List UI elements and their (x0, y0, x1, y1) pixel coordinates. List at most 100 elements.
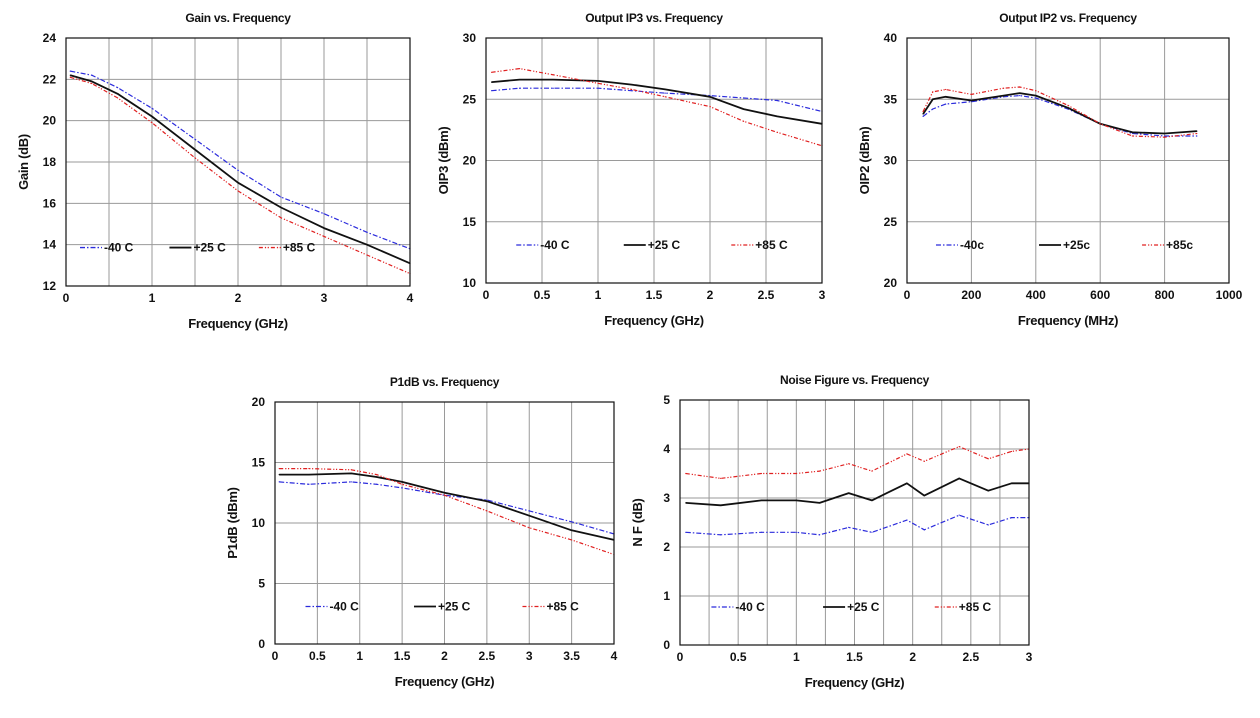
x-tick-label: 600 (1090, 288, 1110, 302)
data-point-40-c (664, 92, 666, 94)
y-tick-label: 2 (663, 540, 670, 554)
x-tick-label: 2.5 (962, 650, 979, 664)
chart-noise-figure-vs-frequency: 0 0.5 1 1.5 2 2.5 3 0 1 2 3 4 5 Noise Figure vs. Freq… (630, 360, 1060, 718)
legend-label-40-c: -40 C (540, 238, 570, 252)
x-tick-label: 3.5 (563, 649, 580, 663)
y-tick-label: 30 (884, 154, 898, 168)
x-tick-label: 1.5 (394, 649, 411, 663)
legend-label-85-c: +85 C (755, 238, 788, 252)
legend-label-25-c: +25 C (847, 600, 880, 614)
data-point-25c (970, 99, 972, 102)
x-tick-label: 1 (356, 649, 363, 663)
data-point-85-c (366, 254, 368, 256)
data-point-40-c (871, 531, 873, 533)
data-point-40-c (69, 70, 71, 72)
data-point-85c (922, 110, 924, 113)
plot-frame (906, 37, 1230, 284)
data-point-40-c (631, 90, 633, 92)
chart-title: Output IP3 vs. Frequency (585, 11, 723, 25)
x-tick-label: 2 (235, 291, 242, 305)
data-point-25c (1035, 94, 1037, 97)
legend-label-25-c: +25 C (193, 241, 226, 255)
legend-label-85c: +85c (1166, 238, 1193, 252)
data-point-40-c (597, 87, 599, 89)
y-axis-label: N F (dB) (630, 498, 645, 546)
chart-svg: 0 0.5 1 1.5 2 2.5 3 3.5 4 0 5 10 15 20 P1dB vs. Freque… (225, 375, 618, 689)
legend-label-40c: -40c (960, 238, 984, 252)
plot-frame (679, 399, 1030, 646)
data-point-40c (1035, 97, 1037, 99)
data-point-85-c (486, 510, 488, 512)
series-line-85-c (70, 76, 411, 275)
data-point-25-c (631, 83, 633, 86)
data-point-85-c (280, 217, 282, 219)
y-tick-label: 3 (663, 491, 670, 505)
data-point-85-c (923, 460, 925, 462)
legend: -40c +25c +85c (935, 238, 1193, 252)
plot-frame (485, 37, 823, 284)
x-axis-label: Frequency (GHz) (395, 674, 495, 689)
data-point-85-c (597, 82, 599, 84)
data-point-85-c (958, 445, 960, 448)
data-point-85-c (685, 472, 687, 475)
data-point-25-c (760, 499, 763, 502)
data-point-85-c (194, 157, 196, 159)
y-tick-label: 5 (663, 393, 670, 407)
x-tick-label: 1000 (1216, 288, 1243, 302)
data-point-40-c (278, 481, 280, 483)
data-point-40-c (720, 534, 722, 536)
data-point-85-c (401, 483, 403, 485)
data-point-40-c (552, 87, 554, 89)
y-tick-label: 0 (663, 638, 670, 652)
data-point-25c (1131, 131, 1133, 133)
data-point-25-c (323, 227, 325, 229)
data-point-85-c (376, 474, 378, 476)
y-tick-label: 5 (258, 577, 265, 591)
y-tick-label: 0 (258, 637, 265, 651)
x-axis-label: Frequency (GHz) (188, 316, 288, 331)
data-point-25-c (278, 474, 280, 476)
data-point-40-c (795, 531, 797, 533)
data-point-25c (1019, 92, 1021, 94)
x-tick-label: 3 (819, 288, 826, 302)
data-point-40c (1019, 94, 1021, 97)
data-point-40-c (923, 529, 925, 531)
data-point-85c (1019, 86, 1021, 88)
y-tick-label: 25 (463, 92, 477, 106)
data-point-40-c (91, 74, 93, 76)
data-point-40-c (151, 107, 153, 109)
data-point-85c (945, 88, 947, 91)
data-point-25-c (597, 80, 599, 82)
data-point-25-c (987, 490, 989, 492)
data-point-85-c (117, 97, 119, 99)
data-point-40-c (819, 534, 821, 536)
x-tick-label: 2 (707, 288, 714, 302)
data-point-85-c (819, 470, 821, 472)
data-point-85-c (1010, 450, 1013, 453)
data-point-40-c (491, 90, 493, 92)
data-point-40-c (743, 97, 745, 99)
chart-output-ip2-vs-frequency: 0 200 400 600 800 1000 20 25 30 35 40 Output IP2 vs… (840, 0, 1260, 360)
legend-label-85-c: +85 C (283, 241, 316, 255)
data-point-85-c (237, 190, 239, 192)
data-point-85-c (987, 458, 989, 460)
y-tick-label: 22 (43, 72, 57, 86)
plot-frame (65, 37, 411, 287)
x-tick-label: 0 (272, 649, 279, 663)
data-point-85-c (323, 235, 325, 237)
data-point-25-c (664, 88, 666, 91)
data-point-25-c (571, 529, 573, 531)
data-point-85c (932, 91, 934, 93)
x-tick-label: 1.5 (846, 650, 863, 664)
data-point-25-c (685, 502, 687, 504)
y-tick-label: 25 (884, 215, 898, 229)
data-point-85-c (871, 470, 873, 472)
x-tick-label: 0 (63, 291, 70, 305)
data-point-85c (1099, 123, 1101, 125)
data-point-85-c (528, 527, 530, 529)
data-point-25c (1003, 94, 1005, 97)
chart-svg: 0 0.5 1 1.5 2 2.5 3 10 15 20 25 30 Output IP3 vs. Fr… (436, 11, 826, 328)
data-point-40-c (571, 521, 573, 523)
series-line-85-c (491, 67, 823, 147)
x-tick-label: 0.5 (730, 650, 747, 664)
